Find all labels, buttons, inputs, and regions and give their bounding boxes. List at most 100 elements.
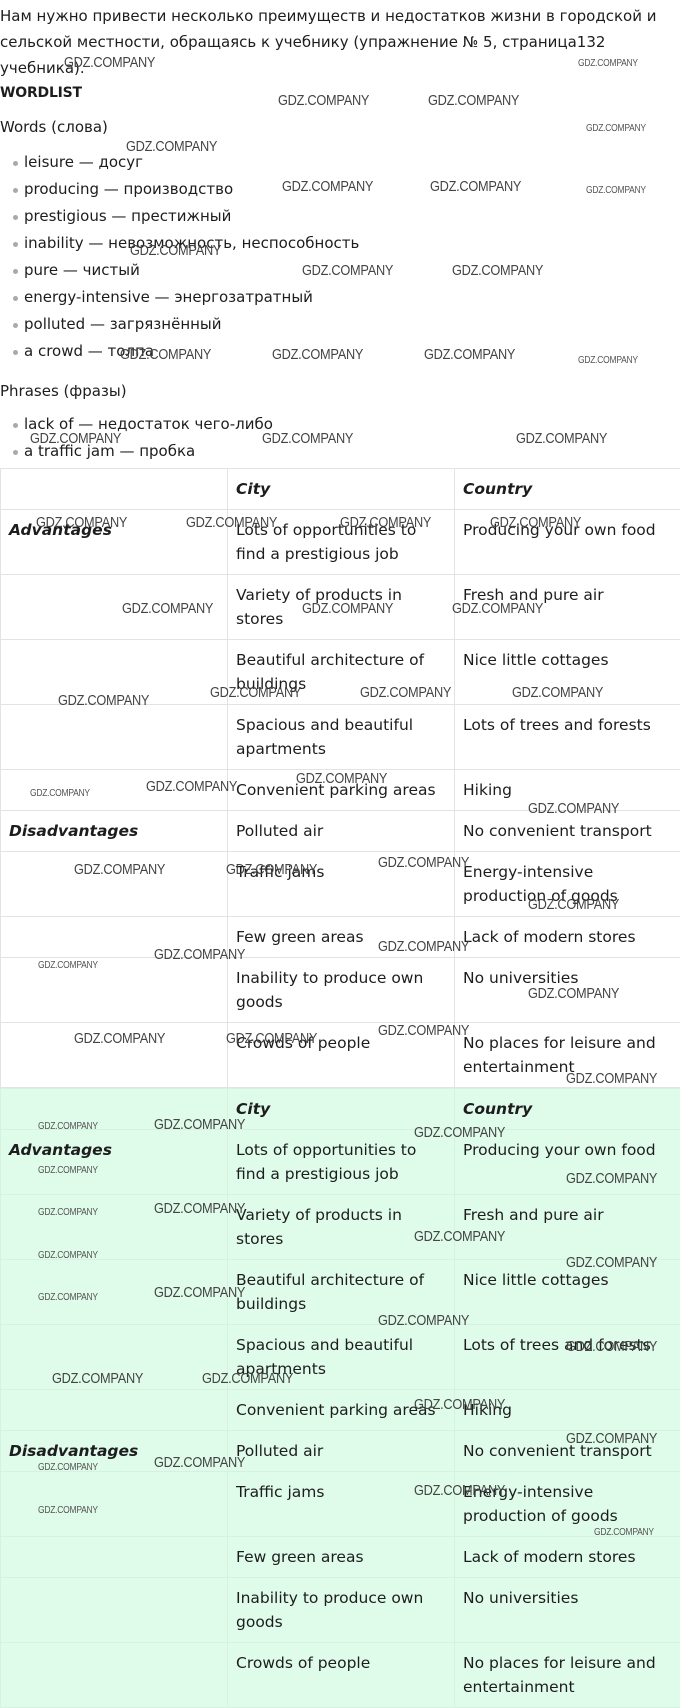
word-item: pure — чистый — [0, 257, 680, 284]
city-cell: Polluted air — [228, 1431, 455, 1472]
country-cell: No universities — [455, 1578, 680, 1643]
city-cell: Traffic jams — [228, 852, 455, 917]
country-cell: No convenient transport — [455, 811, 680, 852]
row-category-label — [1, 1537, 228, 1578]
city-cell: Beautiful architecture of buildings — [228, 1260, 455, 1325]
city-cell: Few green areas — [228, 1537, 455, 1578]
country-cell: Producing your own food — [455, 510, 680, 575]
row-category-label — [1, 575, 228, 640]
country-cell: Lack of modern stores — [455, 917, 680, 958]
city-cell: Convenient parking areas — [228, 1390, 455, 1431]
country-cell: No convenient transport — [455, 1431, 680, 1472]
row-category-label — [1, 1390, 228, 1431]
city-cell: Lots of opportunities to find a prestigi… — [228, 510, 455, 575]
city-column-header: City — [228, 1089, 455, 1130]
city-cell: Convenient parking areas — [228, 770, 455, 811]
city-cell: Traffic jams — [228, 1472, 455, 1537]
country-cell: No places for leisure and entertainment — [455, 1023, 680, 1088]
city-cell: Variety of products in stores — [228, 575, 455, 640]
country-cell: No places for leisure and entertainment — [455, 1643, 680, 1708]
row-category-label: Disadvantages — [1, 811, 228, 852]
word-item: a crowd — толпа — [0, 338, 680, 365]
country-cell: Lack of modern stores — [455, 1537, 680, 1578]
country-column-header: Country — [455, 469, 680, 510]
row-category-label — [1, 770, 228, 811]
header-empty-cell — [1, 1089, 228, 1130]
city-cell: Crowds of people — [228, 1023, 455, 1088]
city-cell: Polluted air — [228, 811, 455, 852]
country-cell: Lots of trees and forests — [455, 705, 680, 770]
country-cell: Energy-intensive production of goods — [455, 1472, 680, 1537]
word-item: producing — производство — [0, 176, 680, 203]
row-category-label — [1, 1023, 228, 1088]
word-item: inability — невозможность, неспособность — [0, 230, 680, 257]
city-cell: Spacious and beautiful apartments — [228, 705, 455, 770]
city-cell: Inability to produce own goods — [228, 958, 455, 1023]
country-cell: Energy-intensive production of goods — [455, 852, 680, 917]
phrases-heading: Phrases (фразы) — [0, 379, 680, 403]
row-category-label: Disadvantages — [1, 1431, 228, 1472]
row-category-label — [1, 958, 228, 1023]
city-column-header: City — [228, 469, 455, 510]
word-item: leisure — досуг — [0, 149, 680, 176]
city-cell: Beautiful architecture of buildings — [228, 640, 455, 705]
words-list: leisure — досуг producing — производство… — [0, 149, 680, 365]
row-category-label — [1, 640, 228, 705]
intro-text: Нам нужно привести несколько преимуществ… — [0, 0, 672, 81]
word-item: energy-intensive — энергозатратный — [0, 284, 680, 311]
city-cell: Lots of opportunities to find a prestigi… — [228, 1130, 455, 1195]
country-cell: Nice little cottages — [455, 1260, 680, 1325]
city-cell: Inability to produce own goods — [228, 1578, 455, 1643]
row-category-label — [1, 1195, 228, 1260]
phrase-item: lack of — недостаток чего-либо — [0, 411, 680, 438]
country-cell: Fresh and pure air — [455, 1195, 680, 1260]
country-cell: Lots of trees and forests — [455, 1325, 680, 1390]
city-cell: Few green areas — [228, 917, 455, 958]
row-category-label — [1, 852, 228, 917]
country-cell: No universities — [455, 958, 680, 1023]
word-item: polluted — загрязнённый — [0, 311, 680, 338]
row-category-label — [1, 1325, 228, 1390]
row-category-label — [1, 917, 228, 958]
row-category-label: Advantages — [1, 510, 228, 575]
city-cell: Variety of products in stores — [228, 1195, 455, 1260]
country-cell: Producing your own food — [455, 1130, 680, 1195]
city-cell: Spacious and beautiful apartments — [228, 1325, 455, 1390]
words-heading: Words (слова) — [0, 115, 680, 139]
header-empty-cell — [1, 469, 228, 510]
phrases-list: lack of — недостаток чего-либо a traffic… — [0, 411, 680, 465]
country-column-header: Country — [455, 1089, 680, 1130]
row-category-label — [1, 1260, 228, 1325]
wordlist-label: WORDLIST — [0, 83, 680, 103]
country-cell: Fresh and pure air — [455, 575, 680, 640]
phrase-item: a traffic jam — пробка — [0, 438, 680, 465]
row-category-label — [1, 1643, 228, 1708]
city-cell: Crowds of people — [228, 1643, 455, 1708]
country-cell: Hiking — [455, 1390, 680, 1431]
row-category-label: Advantages — [1, 1130, 228, 1195]
row-category-label — [1, 705, 228, 770]
country-cell: Hiking — [455, 770, 680, 811]
